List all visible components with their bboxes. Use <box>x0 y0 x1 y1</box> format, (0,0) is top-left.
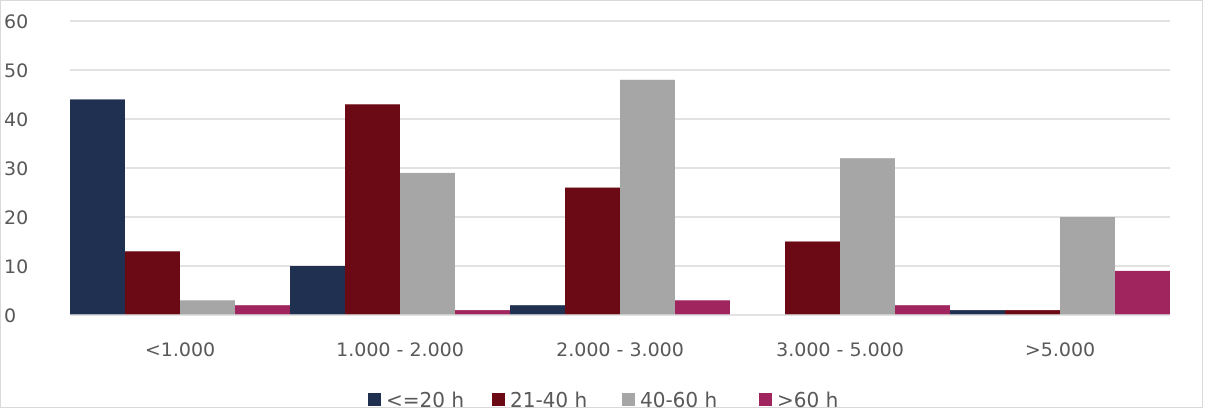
bar-5-3 <box>1060 217 1115 315</box>
x-axis-categories: <1.000 1.000 - 2.000 2.000 - 3.000 3.000 - … <box>145 339 1095 361</box>
legend-label: <=20 h <box>386 388 464 410</box>
y-tick-label: 10 <box>4 256 28 278</box>
bars <box>70 79 1170 316</box>
bar-3-3 <box>620 79 675 315</box>
legend: <=20 h 21-40 h 40-60 h >60 h <box>368 388 838 410</box>
bar-2-1 <box>290 266 345 315</box>
y-tick-label: 60 <box>4 11 28 33</box>
bar-5-1 <box>950 310 1005 315</box>
legend-label: >60 h <box>777 388 838 410</box>
legend-item: <=20 h <box>368 388 464 410</box>
gridlines <box>70 20 1170 267</box>
legend-item: 21-40 h <box>492 388 587 410</box>
y-tick-label: 0 <box>4 305 16 327</box>
x-category-label: 2.000 - 3.000 <box>556 339 684 361</box>
bar-2-3 <box>400 172 455 315</box>
x-category-label: 1.000 - 2.000 <box>336 339 464 361</box>
bar-5-4 <box>1115 270 1170 315</box>
legend-swatch <box>759 393 772 406</box>
legend-label: 21-40 h <box>510 388 587 410</box>
bar-1-1 <box>70 99 125 316</box>
legend-swatch <box>492 393 505 406</box>
bar-5-2 <box>1005 310 1060 315</box>
bar-4-3 <box>840 158 895 315</box>
bar-1-2 <box>125 251 180 315</box>
y-tick-label: 50 <box>4 60 28 82</box>
bar-2-4 <box>455 310 510 315</box>
bar-1-3 <box>180 300 235 315</box>
y-tick-label: 20 <box>4 207 28 229</box>
y-tick-label: 30 <box>4 158 28 180</box>
bar-3-4 <box>675 300 730 315</box>
x-category-label: <1.000 <box>145 339 215 361</box>
x-category-label: >5.000 <box>1025 339 1095 361</box>
legend-item: 40-60 h <box>622 388 717 410</box>
legend-swatch <box>368 393 381 406</box>
y-axis-ticks: 0 10 20 30 40 50 60 <box>4 11 28 327</box>
bar-3-1 <box>510 305 565 315</box>
legend-item: >60 h <box>759 388 838 410</box>
bar-2-2 <box>345 104 400 315</box>
legend-label: 40-60 h <box>640 388 717 410</box>
x-category-label: 3.000 - 5.000 <box>776 339 904 361</box>
bar-1-4 <box>235 305 290 315</box>
legend-swatch <box>622 393 635 406</box>
bar-3-2 <box>565 187 620 315</box>
bar-4-2 <box>785 241 840 315</box>
y-tick-label: 40 <box>4 109 28 131</box>
bar-4-4 <box>895 305 950 315</box>
